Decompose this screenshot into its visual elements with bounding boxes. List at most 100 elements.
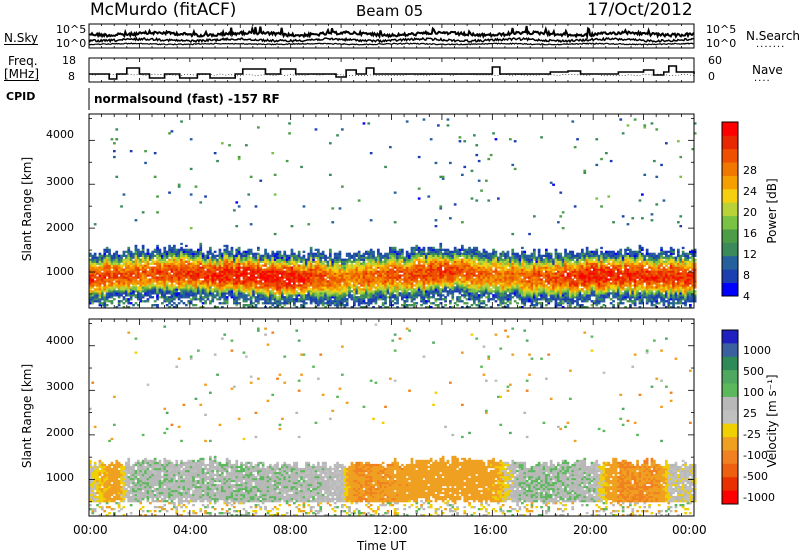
power-cell [110,272,114,275]
power-cell [396,296,399,299]
power-cell [163,260,167,263]
power-cell [307,280,311,283]
power-cell [228,270,231,273]
power-cell [197,250,200,253]
power-cell [297,286,301,289]
power-cell [242,258,246,261]
power-cell [108,254,111,257]
power-cell [117,278,121,281]
power-cell [235,284,239,287]
power-cell [182,268,186,271]
power-cell [367,252,371,255]
power-cell [432,302,435,305]
power-cell [355,290,359,293]
power-cell [105,274,109,277]
power-cell [461,260,464,263]
power-cell [485,252,488,255]
power-cell [170,254,174,257]
power-cell [362,296,366,299]
power-cell [506,252,510,255]
power-cell [175,260,179,263]
power-cell [511,270,515,273]
power-cell [413,274,416,277]
power-cell [345,290,349,293]
power-cell [177,256,181,259]
power-cell [168,284,171,287]
power-cell [369,252,373,255]
power-cell [290,260,294,263]
power-cell [408,268,411,271]
power-cell [336,292,339,295]
power-cell [413,284,416,287]
power-cell [434,270,438,273]
power-cell [185,252,188,255]
power-cell [427,286,431,289]
power-cell [141,246,145,250]
power-cell [477,298,481,301]
power-cell [187,280,191,283]
power-cell [170,256,174,259]
power-cell [369,219,373,222]
power-cell [189,227,193,230]
power-cell [290,256,294,259]
power-cell [115,286,119,289]
power-cell [156,250,159,253]
power-cell [458,266,462,269]
power-cell [439,244,443,248]
power-cell [463,165,467,169]
power-cell [365,290,368,293]
power-cell [180,260,183,263]
power-cell [225,288,229,291]
power-cell [206,250,210,253]
power-cell [309,254,313,257]
power-cell [367,276,371,279]
power-cell [209,270,212,273]
power-cell [230,288,234,291]
power-cell [175,280,179,283]
power-cell [194,278,198,281]
power-cell [295,254,299,257]
power-cell [127,276,131,279]
power-cell [223,284,227,287]
power-cell [141,256,145,259]
power-cell [163,276,167,279]
power-cell [295,266,299,269]
power-cell [355,298,359,301]
power-cell [211,272,215,275]
power-cell [230,250,234,253]
power-cell [307,286,311,289]
power-cell [417,268,421,271]
power-cell [509,274,512,277]
power-cell [221,262,224,265]
power-cell [374,298,378,301]
power-cell [252,306,255,309]
power-cell [89,274,92,277]
power-cell [283,300,287,303]
power-cell [523,302,527,305]
power-cell [333,304,337,307]
power-cell [139,254,143,257]
power-cell [175,306,179,309]
power-cell [410,270,414,273]
power-cell [235,258,239,261]
power-cell [204,262,207,265]
power-cell [513,284,517,287]
power-cell [307,268,311,271]
power-cell [110,264,114,267]
power-cell [194,252,198,255]
power-cell [405,272,409,275]
power-cell [149,258,152,261]
power-cell [458,284,462,287]
power-cell [487,284,491,287]
power-cell [312,260,315,263]
power-cell [225,274,229,277]
power-cell [336,266,339,269]
power-cell [468,290,471,293]
power-cell [497,276,500,279]
power-cell [468,258,471,261]
power-cell [487,260,491,263]
power-cell [273,294,277,297]
power-cell [482,286,486,289]
power-cell [264,270,267,273]
power-cell [357,304,361,307]
